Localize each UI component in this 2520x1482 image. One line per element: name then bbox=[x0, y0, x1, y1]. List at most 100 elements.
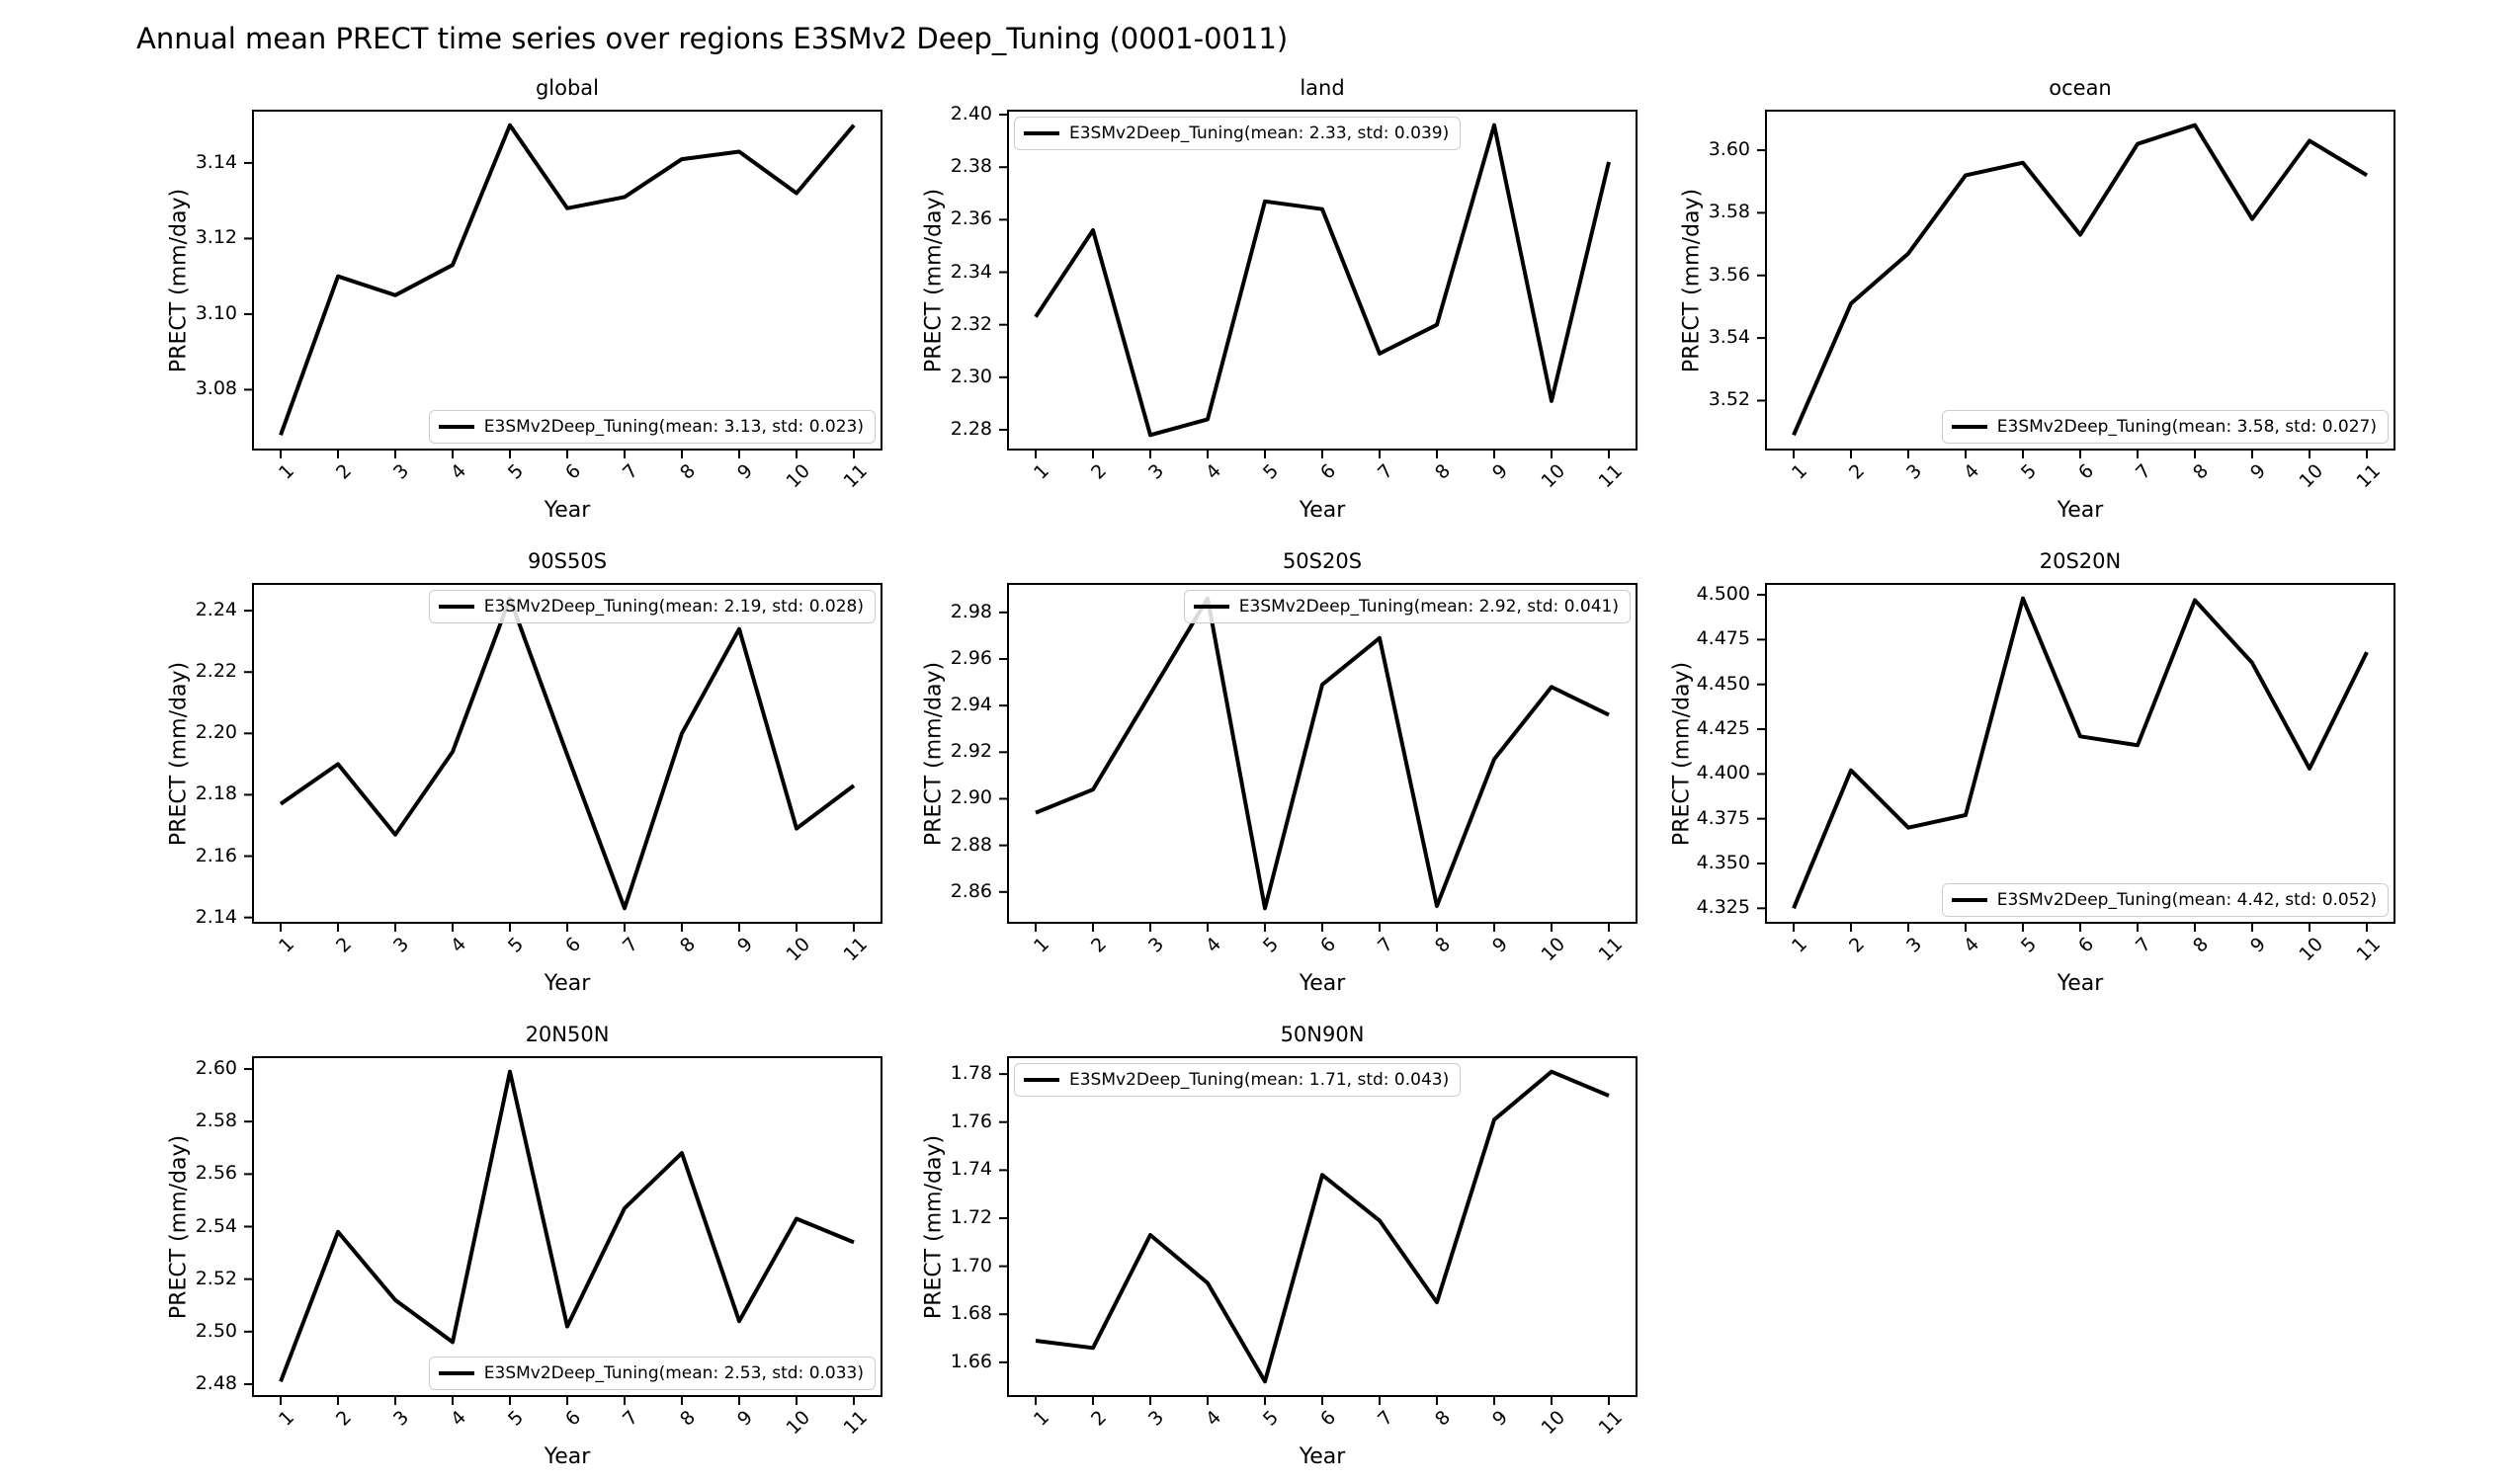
x-axis-label: Year bbox=[2057, 971, 2104, 996]
x-tick-label: 8 bbox=[676, 933, 701, 957]
x-tick-label: 5 bbox=[1259, 459, 1284, 484]
x-tick-label: 5 bbox=[1259, 933, 1284, 957]
x-tick-label: 2 bbox=[332, 1406, 357, 1431]
x-tick-label: 2 bbox=[332, 459, 357, 484]
axes-spines bbox=[252, 1056, 882, 1397]
plot-area bbox=[1757, 583, 2395, 932]
x-tick-label: 9 bbox=[2246, 459, 2271, 484]
x-tick-label: 10 bbox=[782, 933, 815, 966]
y-tick-label: 2.48 bbox=[195, 1371, 237, 1394]
x-tick-label: 2 bbox=[1845, 459, 1870, 484]
subplot-global: global 3.08 3.10 3.12 3.14 1 2 3 4 5 6 7 8 9 10 11 PRECT… bbox=[167, 76, 882, 523]
x-tick-label: 7 bbox=[2132, 933, 2156, 957]
legend-line-swatch bbox=[438, 424, 474, 430]
axes-spines bbox=[1007, 1056, 1638, 1397]
x-tick-label: 1 bbox=[275, 933, 299, 957]
x-tick-label: 2 bbox=[1087, 459, 1112, 484]
y-axis-label: PRECT (mm/day) bbox=[1679, 188, 1705, 372]
legend-line-swatch bbox=[1024, 130, 1059, 136]
y-tick-label: 2.56 bbox=[195, 1162, 237, 1185]
y-tick-label: 2.30 bbox=[950, 365, 992, 387]
y-tick-label: 1.76 bbox=[950, 1110, 992, 1132]
x-tick-label: 3 bbox=[1902, 459, 1927, 484]
y-tick-label: 4.375 bbox=[1696, 806, 1750, 829]
legend-label: E3SMv2Deep_Tuning(mean: 2.92, std: 0.041… bbox=[1238, 597, 1619, 617]
x-tick-label: 5 bbox=[504, 1406, 529, 1431]
legend: E3SMv2Deep_Tuning(mean: 3.13, std: 0.023… bbox=[428, 409, 876, 444]
x-axis-label: Year bbox=[1299, 498, 1346, 523]
x-tick-label: 1 bbox=[275, 1406, 299, 1431]
subplot-50n90n: 50N90N 1.66 1.68 1.70 1.72 1.74 1.76 1.78 1 2 3 4 5 6… bbox=[922, 1023, 1638, 1469]
series-line-E3SMv2Deep_Tuning bbox=[1034, 123, 1611, 438]
x-tick-label: 7 bbox=[619, 1406, 643, 1431]
y-tick-label: 4.475 bbox=[1696, 627, 1750, 650]
x-tick-label: 6 bbox=[1316, 459, 1341, 484]
x-tick-label: 3 bbox=[389, 933, 414, 957]
subplot-title: land bbox=[1300, 76, 1345, 100]
y-tick-label: 2.32 bbox=[950, 312, 992, 335]
legend: E3SMv2Deep_Tuning(mean: 2.33, std: 0.039… bbox=[1014, 117, 1462, 151]
y-tick-label: 4.325 bbox=[1696, 896, 1750, 919]
x-axis-label: Year bbox=[544, 971, 591, 996]
x-axis-label: Year bbox=[544, 1444, 591, 1469]
x-tick-label: 11 bbox=[839, 1406, 873, 1440]
x-tick-label: 6 bbox=[2074, 459, 2099, 484]
x-tick-label: 5 bbox=[504, 459, 529, 484]
plot-area bbox=[999, 1056, 1638, 1405]
x-tick-label: 1 bbox=[1788, 933, 1812, 957]
x-tick-label: 11 bbox=[2352, 459, 2386, 493]
axes-spines bbox=[1765, 110, 2395, 451]
x-tick-label: 10 bbox=[782, 459, 815, 493]
x-tick-label: 5 bbox=[504, 933, 529, 957]
y-tick-label: 2.20 bbox=[195, 721, 237, 744]
y-tick-label: 2.86 bbox=[950, 879, 992, 902]
y-tick-label: 2.52 bbox=[195, 1267, 237, 1289]
x-tick-label: 8 bbox=[1431, 1406, 1456, 1431]
x-tick-label: 8 bbox=[1431, 459, 1456, 484]
y-tick-label: 2.36 bbox=[950, 207, 992, 230]
x-tick-label: 7 bbox=[619, 933, 643, 957]
x-tick-label: 6 bbox=[561, 459, 586, 484]
x-tick-label: 4 bbox=[447, 933, 471, 957]
x-tick-label: 5 bbox=[2017, 933, 2042, 957]
y-tick-label: 2.40 bbox=[950, 103, 992, 125]
x-tick-label: 6 bbox=[561, 1406, 586, 1431]
x-tick-label: 6 bbox=[561, 933, 586, 957]
series-line-E3SMv2Deep_Tuning bbox=[1035, 596, 1610, 911]
x-tick-label: 10 bbox=[782, 1406, 815, 1440]
y-tick-label: 2.34 bbox=[950, 260, 992, 283]
subplot-title: 20S20N bbox=[2039, 549, 2122, 573]
x-tick-label: 3 bbox=[389, 459, 414, 484]
x-tick-label: 4 bbox=[1960, 933, 1984, 957]
x-tick-label: 10 bbox=[2295, 933, 2328, 966]
subplot-title: global bbox=[535, 76, 600, 100]
y-tick-label: 2.92 bbox=[950, 740, 992, 763]
plot-area bbox=[244, 110, 882, 458]
y-tick-label: 1.70 bbox=[950, 1254, 992, 1276]
x-tick-label: 6 bbox=[1316, 1406, 1341, 1431]
x-tick-label: 5 bbox=[2017, 459, 2042, 484]
x-tick-label: 1 bbox=[1030, 933, 1054, 957]
y-tick-label: 2.96 bbox=[950, 646, 992, 669]
y-tick-label: 2.98 bbox=[950, 600, 992, 622]
series-line-E3SMv2Deep_Tuning bbox=[1035, 1069, 1610, 1384]
x-tick-label: 2 bbox=[332, 933, 357, 957]
x-tick-label: 9 bbox=[1488, 459, 1513, 484]
axes-spines bbox=[1765, 583, 2395, 924]
y-tick-label: 3.12 bbox=[195, 226, 237, 249]
plot-area bbox=[1757, 110, 2395, 458]
x-tick-label: 8 bbox=[2189, 933, 2214, 957]
plot-area bbox=[999, 583, 1638, 932]
subplot-title: ocean bbox=[2049, 76, 2112, 100]
x-tick-label: 9 bbox=[1488, 1406, 1513, 1431]
x-tick-label: 8 bbox=[1431, 933, 1456, 957]
x-tick-label: 7 bbox=[2132, 459, 2156, 484]
y-axis-label: PRECT (mm/day) bbox=[166, 661, 192, 846]
x-tick-label: 9 bbox=[2246, 933, 2271, 957]
x-tick-label: 1 bbox=[1030, 459, 1054, 484]
y-tick-label: 1.72 bbox=[950, 1205, 992, 1228]
legend-line-swatch bbox=[438, 1370, 474, 1376]
x-tick-label: 11 bbox=[1594, 1406, 1628, 1440]
subplot-title: 90S50S bbox=[527, 549, 608, 573]
